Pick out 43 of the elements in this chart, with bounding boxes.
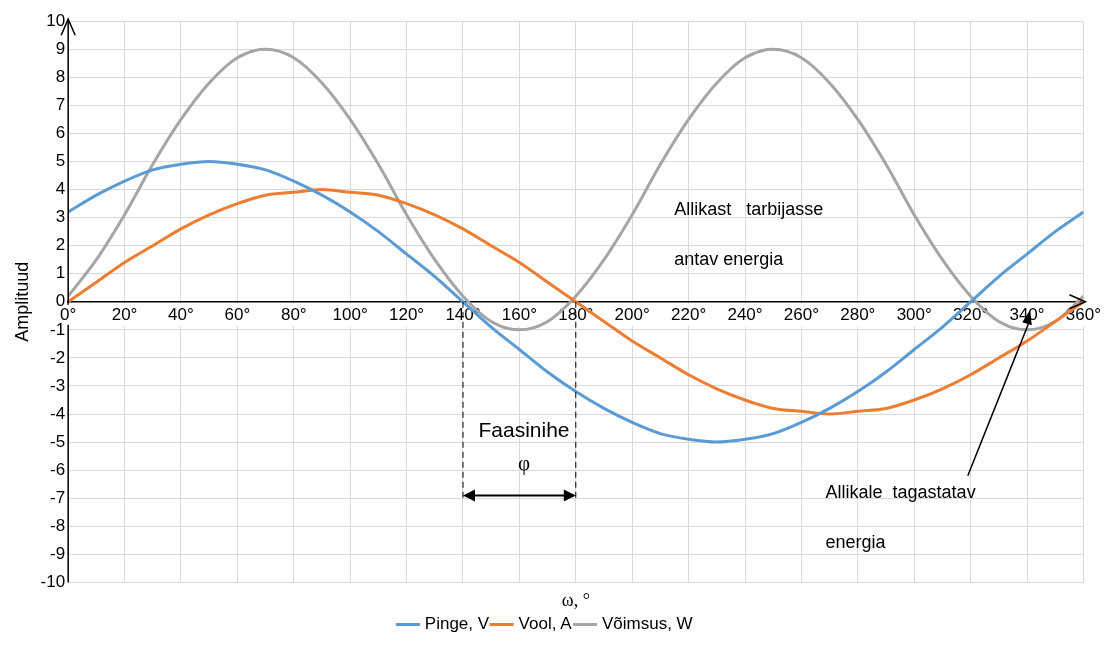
legend-label: Võimsus, W: [601, 614, 693, 634]
y-tick-label: 3: [55, 207, 66, 227]
annotation: Allikast tarbijasse: [674, 198, 824, 219]
y-tick-label: 4: [55, 179, 66, 199]
x-tick-label: 240°: [727, 304, 763, 324]
y-tick-label: 7: [55, 95, 66, 115]
y-tick-label: -9: [50, 544, 66, 564]
y-tick-label: 6: [55, 123, 66, 143]
legend-label: Vool, A: [518, 614, 573, 634]
y-tick-label: -3: [50, 375, 66, 395]
x-tick-label: 220°: [671, 304, 707, 324]
legend-label: Pinge, V: [424, 614, 490, 634]
y-tick-label: -2: [50, 347, 66, 367]
x-tick-label: 120°: [389, 304, 425, 324]
y-tick-label: -10: [40, 572, 66, 592]
y-tick-label: 10: [46, 10, 66, 30]
x-tick-label: 40°: [168, 304, 194, 324]
x-tick-label: 160°: [501, 304, 537, 324]
y-tick-label: 8: [55, 67, 66, 87]
annotation: φ: [517, 451, 531, 476]
x-tick-label: 100°: [332, 304, 368, 324]
annotation: antav energia: [674, 248, 785, 269]
y-tick-label: -8: [50, 515, 66, 535]
y-tick-label: -6: [50, 459, 66, 479]
y-axis-title: Amplituud: [11, 261, 32, 342]
x-tick-label: 300°: [896, 304, 932, 324]
y-tick-label: 2: [55, 235, 66, 255]
annotation: Allikale tagastatav: [825, 481, 976, 502]
x-tick-label: 20°: [111, 304, 138, 324]
x-axis-title: ω, °: [561, 589, 590, 610]
x-tick-label: 260°: [783, 304, 819, 324]
x-tick-label: 60°: [224, 304, 251, 324]
y-tick-label: 9: [55, 38, 66, 58]
annotation: energia: [825, 532, 887, 553]
y-tick-label: 5: [55, 151, 66, 171]
y-tick-label: -4: [50, 403, 66, 423]
annotation: Faasinihe: [478, 417, 570, 441]
y-tick-label: -7: [50, 487, 66, 507]
x-tick-label: 280°: [840, 304, 876, 324]
y-tick-label: -5: [50, 431, 66, 451]
x-tick-label: 80°: [280, 304, 307, 324]
x-tick-label: 200°: [614, 304, 650, 324]
y-tick-label: 1: [55, 263, 66, 283]
